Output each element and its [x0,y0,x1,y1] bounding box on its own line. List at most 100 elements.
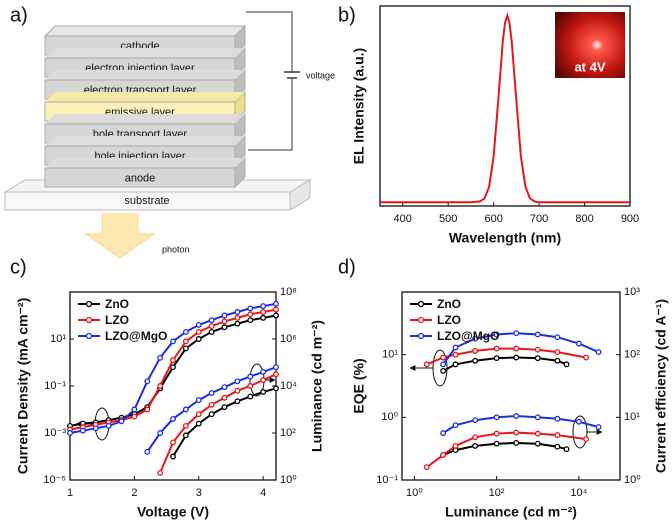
layer-front [44,167,236,188]
series-line-y2-marker [575,418,582,425]
series-line-marker [170,364,176,371]
series-line-marker [513,345,520,352]
legend-label: ZnO [105,297,129,311]
layer-gap [45,158,245,168]
series-line-marker [67,430,73,436]
series-line-y2-marker [273,385,279,392]
series-line-y2-marker [440,452,447,459]
series-line-y2-marker [247,393,254,400]
series-line-y2-marker [260,388,267,395]
series-line-y2-marker [170,415,176,422]
series-line-y2-marker [595,424,602,430]
series-line-marker [247,317,254,324]
series-line-marker [472,357,479,364]
substrate-side [289,179,311,211]
y-axis-label: EL Intensity (a.u.) [351,48,367,164]
x-tick-label: 4 [260,487,266,499]
series-line-marker [208,317,215,324]
x-tick-label: 500 [439,213,457,225]
x-tick-label: 2 [131,487,137,499]
series-line-y2-marker [440,430,447,437]
series-line-y2-marker [563,446,570,453]
series-line-marker [534,346,541,353]
series-line-y2-marker [208,411,215,418]
series-line-marker [105,422,112,429]
series-line-y2 [146,366,277,453]
legend-label: LZO [105,313,129,327]
series-line-marker [144,378,151,385]
plot-frame [69,291,277,481]
series-line-marker [554,349,561,356]
x-tick-label: 900 [621,213,639,225]
series-line-y2-marker [554,443,561,450]
series-line-y2-marker [221,394,228,401]
series-line-y2-marker [170,453,176,460]
y2-tick-label: 10² [624,349,640,361]
voltage-label: voltage [306,70,335,80]
series-line-marker [493,355,500,362]
series-line-y2-marker [247,373,254,380]
x-tick-label: 800 [575,213,593,225]
y2-tick-label: 10⁶ [280,333,297,345]
series-line-marker [208,323,215,330]
series-line-y2-marker [221,384,228,391]
series-line-marker [273,306,279,313]
plot-frame [401,291,621,481]
series-line-marker [563,361,570,368]
series-line-marker [273,312,279,319]
series-line-y2-marker [534,440,541,447]
series-line-marker [513,330,520,337]
series-line-marker [234,309,241,315]
series-line-marker [260,303,267,310]
series-line-marker [157,354,164,361]
layer-gap [45,92,245,102]
legend-marker [85,332,93,340]
series-line-marker [440,361,447,368]
series-line-marker [79,427,86,434]
series-line-marker [260,309,267,315]
series-line-y2-marker [534,414,541,421]
x-axis-label: Voltage (V) [137,504,209,520]
series-line-marker [234,320,241,327]
series-line-y2-marker [170,439,176,446]
series-line-y2-marker [423,464,430,471]
y2-axis-label: Luminance (cd m⁻²) [309,320,325,452]
layer-gap [45,136,245,146]
inset-label: at 4V [574,59,605,74]
y-axis-label: Current Density (mA cm⁻²) [15,298,31,474]
y2-tick-label: 10⁸ [280,286,297,298]
series-line-y2 [426,431,587,469]
legend-marker [417,316,425,324]
y-tick-label: 10¹ [50,333,66,345]
series-line-y2-marker [234,378,241,385]
series-line-y2-marker [182,432,189,439]
legend-marker [417,300,425,308]
y2-axis-label: Current efficiency (cd A⁻¹) [653,299,669,473]
series-line [380,11,630,204]
series-line-marker [440,354,447,361]
panel-label: a) [10,4,28,26]
y-tick-label: 10⁻³ [44,427,66,439]
series-line-marker [513,354,520,361]
panel-label: c) [10,256,27,278]
series-line-y2-marker [583,436,590,443]
series-line-marker [534,355,541,362]
series-line-y2-marker [182,422,189,429]
series-line-marker [221,318,228,325]
series-line-y2-marker [247,383,254,389]
series-line-marker [554,357,561,364]
series-line-y2-marker [472,417,479,424]
y2-tick-label: 10⁴ [280,380,297,392]
series-line-marker [440,367,447,374]
series-line-marker [195,328,202,335]
y-axis-label: EQE (%) [351,358,367,413]
series-line-marker [195,336,202,342]
series-line-marker [234,314,241,321]
series-line-y2 [159,373,277,474]
series-line-y2-marker [513,413,520,419]
series-line [442,356,567,372]
series-line-y2-marker [195,397,202,404]
series-line-marker [247,305,254,312]
series-line-marker [595,349,602,356]
inset-photo [555,12,625,78]
